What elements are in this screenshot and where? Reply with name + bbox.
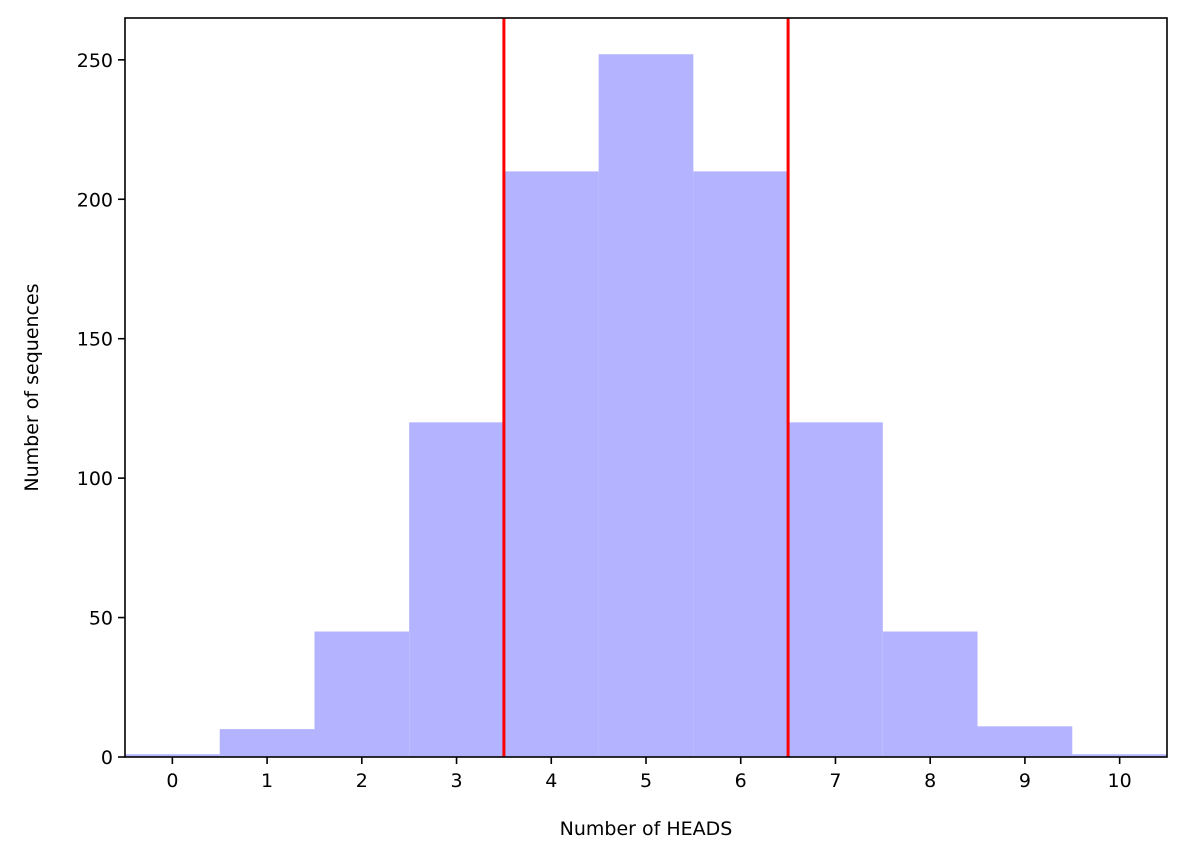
bar-7: [788, 422, 883, 757]
x-tick-label: 5: [640, 770, 652, 792]
y-tick-label: 150: [77, 329, 113, 351]
y-axis-title: Number of sequences: [21, 283, 43, 491]
bar-5: [598, 54, 694, 758]
x-tick-label: 8: [924, 770, 936, 792]
bar-10: [1072, 754, 1167, 757]
y-tick-label: 100: [77, 468, 113, 490]
x-axis-title: Number of HEADS: [560, 818, 733, 840]
x-tick-label: 3: [450, 770, 462, 792]
bar-2: [314, 631, 410, 757]
y-tick-label: 200: [77, 189, 113, 211]
x-tick-label: 10: [1108, 770, 1132, 792]
bar-3: [409, 422, 504, 757]
x-tick-label: 2: [356, 770, 368, 792]
y-tick-label: 0: [101, 747, 113, 769]
y-tick-label: 250: [77, 50, 113, 72]
x-tick-label: 4: [545, 770, 557, 792]
threshold-lines-group: [502, 18, 790, 757]
y-axis-ticks: 0 50 100 150 200 250: [77, 50, 125, 769]
bars-group: [125, 54, 1167, 758]
bar-9: [977, 726, 1073, 757]
x-tick-label: 1: [261, 770, 273, 792]
x-tick-label: 6: [735, 770, 747, 792]
bar-1: [219, 729, 315, 757]
x-tick-label: 0: [166, 770, 178, 792]
bar-0: [125, 754, 220, 757]
bar-6: [693, 171, 789, 757]
y-tick-label: 50: [89, 608, 113, 630]
bar-4: [503, 171, 599, 757]
bar-8: [882, 631, 978, 757]
x-tick-label: 9: [1019, 770, 1031, 792]
x-tick-label: 7: [829, 770, 841, 792]
x-axis-ticks: 0 1 2 3 4 5 6 7 8 9 10: [166, 757, 1132, 792]
